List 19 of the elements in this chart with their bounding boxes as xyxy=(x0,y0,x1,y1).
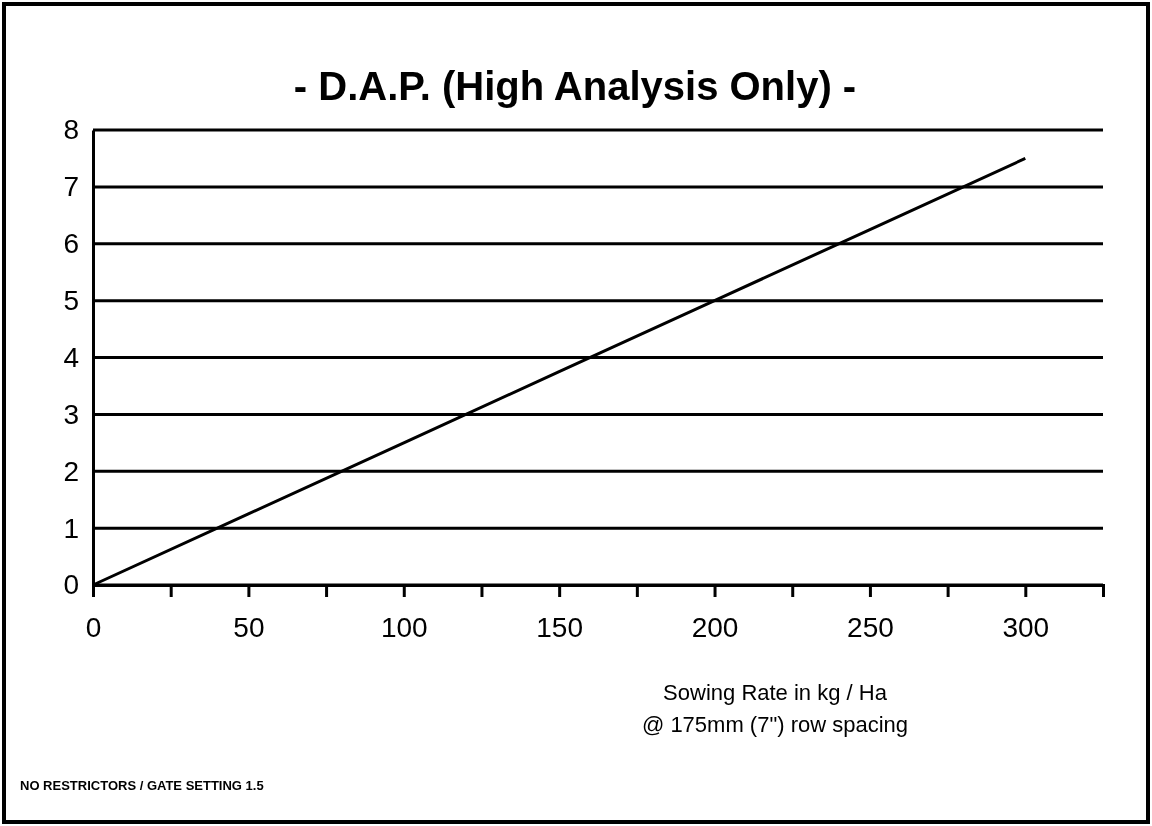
x-axis-title: Sowing Rate in kg / Ha @ 175mm (7") row spacing xyxy=(641,680,909,737)
chart-title: - D.A.P. (High Analysis Only) - xyxy=(293,64,857,108)
x-tick-label: 250 xyxy=(847,611,894,643)
y-tick-label: 7 xyxy=(63,171,79,203)
x-tick-label: 300 xyxy=(1002,611,1050,643)
y-tick-label: 2 xyxy=(63,455,79,487)
x-tick-label: 0 xyxy=(85,611,102,643)
y-tick-label: 3 xyxy=(63,398,79,430)
x-tick-label: 50 xyxy=(233,611,265,643)
y-tick-label: 0 xyxy=(63,569,79,601)
x-tick-label: 200 xyxy=(691,611,739,643)
x-tick-label: 150 xyxy=(536,611,584,643)
y-tick-label: 8 xyxy=(63,114,79,146)
y-tick-label: 4 xyxy=(63,341,79,373)
x-tick-label: 100 xyxy=(380,611,428,643)
y-tick-label: 6 xyxy=(63,228,79,260)
y-tick-label: 5 xyxy=(63,285,79,317)
y-tick-label: 1 xyxy=(63,512,79,544)
text: NO RESTRICTORS / GATE SETTING 1.5 xyxy=(20,778,264,793)
